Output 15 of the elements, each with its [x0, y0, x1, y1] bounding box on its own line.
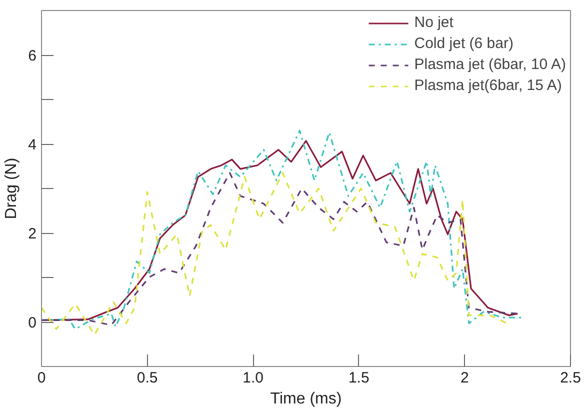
x-axis-title: Time (ms)	[270, 390, 342, 408]
y-tick-label: 0	[28, 314, 36, 332]
x-tick-label: 0.5	[136, 370, 158, 386]
y-tick-label: 6	[28, 48, 36, 64]
y-tick-label: 4	[28, 136, 36, 154]
legend-label: Plasma jet (6bar, 10 A)	[414, 56, 566, 73]
y-axis-title: Drag (N)	[3, 158, 20, 220]
x-tick-label: 1.5	[348, 370, 370, 386]
y-tick-label: 2	[28, 226, 36, 242]
x-tick-label: 1.0	[242, 370, 264, 386]
legend-label: Plasma jet(6bar, 15 A)	[414, 77, 562, 94]
x-tick-label: 2.5	[560, 370, 581, 386]
legend-label: No jet	[414, 14, 454, 31]
x-tick-label: 2	[460, 370, 469, 386]
legend-label: Cold jet (6 bar)	[414, 35, 514, 52]
